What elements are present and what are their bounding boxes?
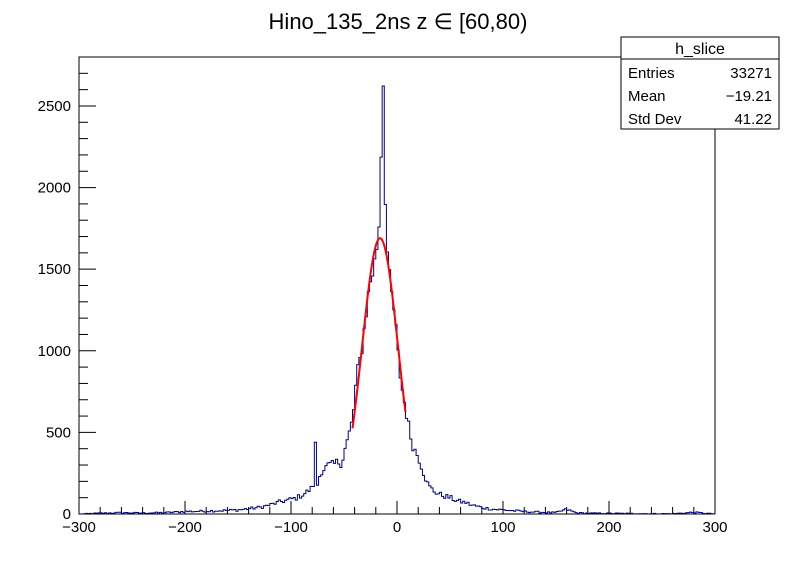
y-tick-label: 500	[46, 424, 71, 441]
histogram-series	[78, 85, 716, 515]
stats-mean-value: −19.21	[726, 88, 772, 105]
stats-mean-label: Mean	[628, 88, 666, 105]
x-tick-label: −100	[274, 519, 308, 536]
y-axis: 0 500 1000 1500 2000 2500	[38, 56, 96, 523]
x-tick-label: 200	[596, 519, 621, 536]
stats-box-frame	[620, 36, 780, 130]
plot-frame	[78, 56, 716, 515]
stats-entries-label: Entries	[628, 65, 675, 82]
stats-box-title: h_slice	[675, 41, 725, 58]
x-tick-label: 0	[393, 519, 401, 536]
x-tick-label: 100	[490, 519, 515, 536]
x-tick-label: 300	[702, 519, 727, 536]
x-axis: −300 −200 −100 0 100 200 300	[62, 501, 728, 536]
y-tick-label: 1000	[38, 343, 71, 360]
y-tick-label: 2000	[38, 180, 71, 197]
x-tick-label: −300	[62, 519, 96, 536]
stats-stddev-label: Std Dev	[628, 111, 682, 128]
x-tick-label: −200	[168, 519, 202, 536]
gaussian-fit-curve	[351, 237, 407, 429]
y-tick-label: 1500	[38, 261, 71, 278]
stats-stddev-value: 41.22	[734, 111, 772, 128]
stats-box: h_slice Entries 33271 Mean −19.21 Std De…	[620, 36, 780, 130]
y-tick-label: 0	[63, 506, 71, 523]
chart-title: Hino_135_2ns z ∈ [60,80)	[269, 9, 528, 34]
stats-entries-value: 33271	[730, 65, 772, 82]
y-tick-label: 2500	[38, 98, 71, 115]
